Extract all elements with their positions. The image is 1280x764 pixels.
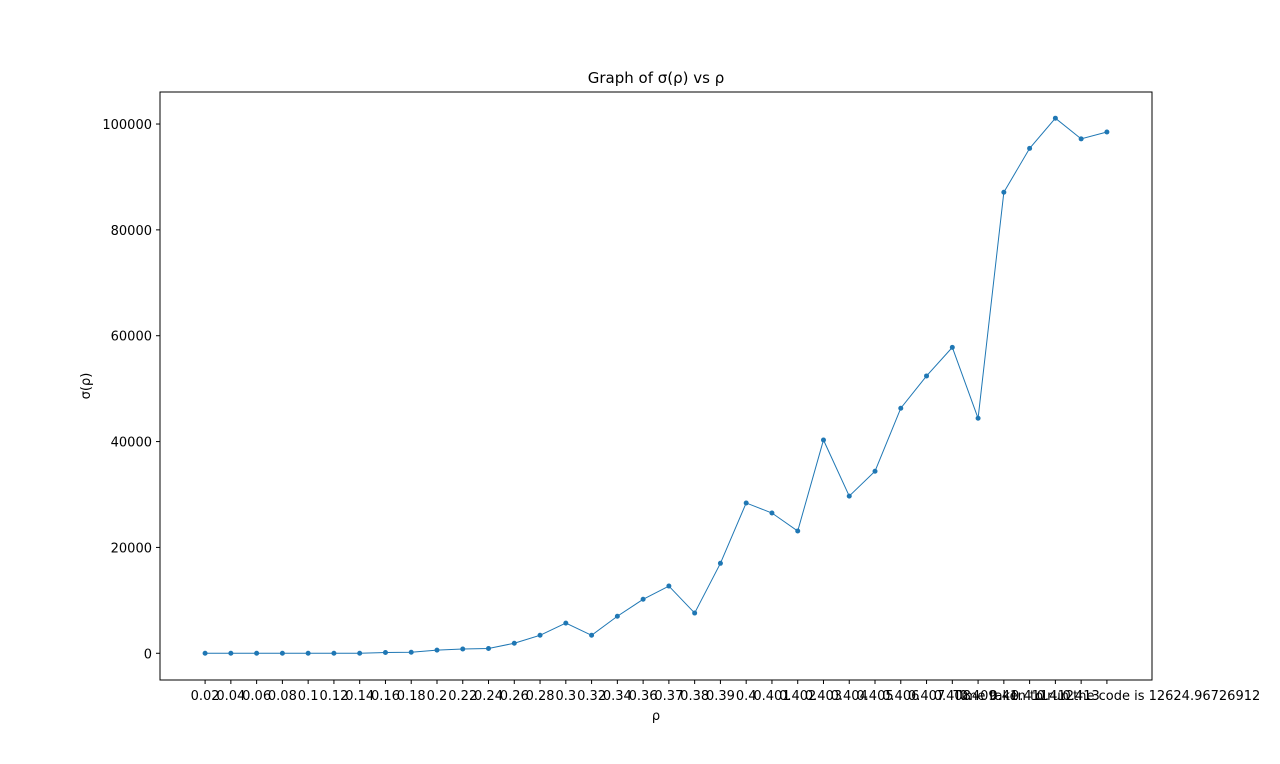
- data-point: [305, 650, 311, 656]
- y-tick-label: 0: [144, 647, 152, 662]
- x-tick-label: 0.18: [397, 689, 426, 704]
- data-point: [254, 650, 260, 656]
- data-point: [486, 646, 492, 652]
- data-point: [743, 500, 749, 506]
- data-point: [640, 596, 646, 602]
- data-point: [460, 646, 466, 652]
- x-tick-label: 0.06: [242, 689, 271, 704]
- x-tick-label: 0.4: [736, 689, 757, 704]
- x-tick-label: 0.403: [805, 689, 842, 704]
- x-tick-label: 0.407: [908, 689, 945, 704]
- chart-title: Graph of σ(ρ) vs ρ: [588, 69, 725, 87]
- data-point: [666, 583, 672, 589]
- data-point: [924, 373, 930, 379]
- x-tick-label: 0.411: [1011, 689, 1048, 704]
- x-tick-label: Time taken to run the code is 12624.9672…: [953, 689, 1261, 704]
- x-tick-label: 0.406: [882, 689, 919, 704]
- x-tick-label: 0.3: [555, 689, 576, 704]
- data-point: [331, 650, 337, 656]
- data-point: [717, 560, 723, 566]
- x-tick-label: 0.28: [526, 689, 555, 704]
- data-point: [408, 649, 414, 655]
- x-tick-label: 0.16: [371, 689, 400, 704]
- x-tick-label: 0.04: [216, 689, 245, 704]
- x-tick-label: 0.408: [934, 689, 971, 704]
- data-point: [279, 650, 285, 656]
- data-point: [898, 405, 904, 411]
- data-point: [975, 415, 981, 421]
- x-tick-label: 0.401: [753, 689, 790, 704]
- data-point: [1027, 145, 1033, 151]
- y-tick-label: 80000: [111, 224, 152, 239]
- x-axis-label: ρ: [652, 709, 660, 724]
- data-point: [563, 620, 569, 626]
- x-tick-label: 0.24: [474, 689, 503, 704]
- data-point: [382, 649, 388, 655]
- x-tick-label: 0.409: [959, 689, 996, 704]
- x-tick-label: 0.405: [856, 689, 893, 704]
- data-point: [357, 650, 363, 656]
- y-tick-label: 40000: [111, 436, 152, 451]
- x-tick-label: 0.22: [448, 689, 477, 704]
- data-point: [434, 647, 440, 653]
- y-tick-label: 60000: [111, 330, 152, 345]
- x-tick-label: 0.404: [831, 689, 868, 704]
- x-tick-label: 0.413: [1063, 689, 1100, 704]
- y-tick-label: 100000: [102, 118, 152, 133]
- plot-area: [159, 91, 1153, 681]
- x-tick-label: 0.1: [298, 689, 319, 704]
- x-tick-label: 0.2: [427, 689, 448, 704]
- data-point: [228, 650, 234, 656]
- x-tick-label: 0.34: [603, 689, 632, 704]
- data-point: [820, 437, 826, 443]
- data-point: [511, 640, 517, 646]
- x-tick-label: 0.41: [989, 689, 1018, 704]
- data-point: [769, 510, 775, 516]
- x-tick-label: 0.38: [680, 689, 709, 704]
- data-point: [1052, 115, 1058, 121]
- data-point: [537, 632, 543, 638]
- y-tick-label: 20000: [111, 541, 152, 556]
- data-point: [614, 613, 620, 619]
- x-tick-label: 0.02: [191, 689, 220, 704]
- data-point: [589, 632, 595, 638]
- data-point: [846, 493, 852, 499]
- data-point: [1078, 136, 1084, 142]
- x-tick-label: 0.32: [577, 689, 606, 704]
- x-tick-label: 0.08: [268, 689, 297, 704]
- data-point: [202, 650, 208, 656]
- x-tick-label: 0.402: [779, 689, 816, 704]
- x-tick-label: 0.26: [500, 689, 529, 704]
- y-axis-label: σ(ρ): [79, 373, 94, 400]
- data-point: [872, 468, 878, 474]
- x-tick-label: 0.39: [706, 689, 735, 704]
- x-tick-label: 0.36: [629, 689, 658, 704]
- data-point: [692, 610, 698, 616]
- data-point: [949, 344, 955, 350]
- series-line: [205, 117, 1108, 654]
- x-tick-label: 0.412: [1037, 689, 1074, 704]
- data-point: [795, 528, 801, 534]
- data-point: [1104, 129, 1110, 135]
- x-tick-label: 0.14: [345, 689, 374, 704]
- x-tick-label: 0.12: [319, 689, 348, 704]
- x-tick-label: 0.37: [654, 689, 683, 704]
- data-point: [1001, 189, 1007, 195]
